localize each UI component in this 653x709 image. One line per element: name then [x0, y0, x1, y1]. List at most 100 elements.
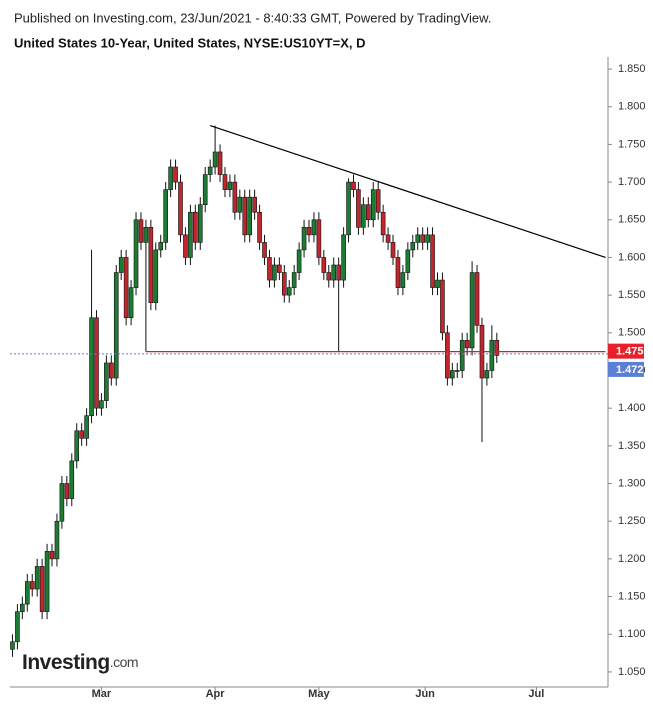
candle-body [361, 204, 366, 228]
candle [59, 475, 65, 529]
candle-body [217, 151, 223, 175]
price-marker [608, 361, 644, 377]
candle-body [74, 430, 80, 462]
candle [34, 558, 40, 597]
candle [212, 125, 218, 175]
candle-body [425, 234, 430, 243]
candle [331, 257, 337, 288]
candle [267, 249, 272, 288]
candle-body [484, 370, 490, 379]
y-tick-label: 1.150 [618, 590, 646, 602]
x-tick-label: May [308, 688, 330, 700]
y-tick-label: 1.400 [618, 402, 646, 414]
candle-body [464, 340, 470, 349]
y-tick-label: 1.800 [618, 101, 646, 113]
candle-body [153, 249, 159, 303]
candle-body [183, 234, 188, 258]
candle [89, 249, 94, 424]
candle-body [380, 211, 386, 236]
candle-body [138, 219, 144, 243]
candle-body [459, 340, 465, 371]
candle-body [39, 566, 45, 612]
candle [29, 573, 35, 597]
candle-body [262, 242, 267, 258]
candle-body [286, 287, 292, 296]
candle [237, 189, 243, 220]
candle [173, 159, 178, 190]
candle-body [346, 181, 351, 236]
candle-body [385, 234, 391, 243]
candle-body [450, 370, 455, 379]
candle-body [474, 272, 480, 326]
candle [306, 219, 312, 243]
candle [400, 264, 406, 296]
logo-brand: Investing.com [22, 651, 138, 674]
candle [385, 227, 391, 250]
candle [20, 596, 25, 620]
candle [479, 317, 485, 443]
candle [395, 249, 401, 296]
candle [99, 393, 104, 416]
candle-body [326, 272, 332, 281]
candle-body [15, 611, 20, 643]
candle [109, 355, 114, 386]
candle-body [178, 181, 183, 236]
candle [39, 558, 45, 620]
candle [183, 227, 188, 265]
candle-body [232, 181, 238, 213]
candle-body [321, 257, 327, 273]
candle-body [336, 264, 341, 281]
candle-body [445, 332, 450, 379]
candle [262, 234, 267, 265]
candle [123, 249, 129, 326]
candle-body [168, 166, 173, 190]
candle-body [109, 362, 114, 379]
candle [341, 227, 346, 288]
candle [351, 174, 356, 198]
candle [366, 197, 371, 228]
candle [44, 543, 50, 620]
candle [405, 242, 411, 281]
candle [217, 144, 223, 183]
candle-body [94, 317, 99, 409]
candle-body [306, 227, 312, 236]
candle [133, 212, 139, 296]
y-tick-label: 1.200 [618, 553, 646, 565]
y-tick-label: 1.350 [618, 440, 646, 452]
candle-body [375, 189, 381, 213]
candle [118, 249, 124, 281]
candle [281, 264, 287, 303]
candle-body [435, 279, 440, 288]
candle-body [291, 272, 297, 288]
y-tick-label: 1.550 [618, 289, 646, 301]
candle-body [79, 430, 84, 439]
candle [346, 178, 351, 243]
candle-body [247, 196, 252, 236]
candle-body [281, 272, 287, 296]
candle-body [237, 196, 243, 213]
candle [425, 227, 430, 250]
candle [227, 174, 233, 198]
candle [291, 264, 297, 296]
candle-body [113, 272, 119, 379]
price-marker-label: 1.475 [616, 346, 644, 358]
candle-body [311, 219, 317, 236]
published-note: Published on Investing.com, 23/Jun/2021 … [14, 10, 491, 25]
candle-body [29, 581, 35, 590]
candle-body [59, 483, 65, 522]
candle [311, 212, 317, 243]
y-tick-label: 1.050 [618, 666, 646, 678]
candle-body [351, 181, 356, 190]
candle [178, 174, 183, 243]
candle [193, 204, 198, 250]
candle [272, 257, 277, 288]
candle [375, 182, 381, 220]
candle-body [207, 166, 213, 175]
candle [64, 475, 70, 507]
candle [188, 204, 193, 265]
y-tick-label: 1.600 [618, 251, 646, 263]
candle-body [331, 264, 337, 281]
candle [153, 242, 159, 311]
x-tick-label: Apr [206, 688, 226, 700]
